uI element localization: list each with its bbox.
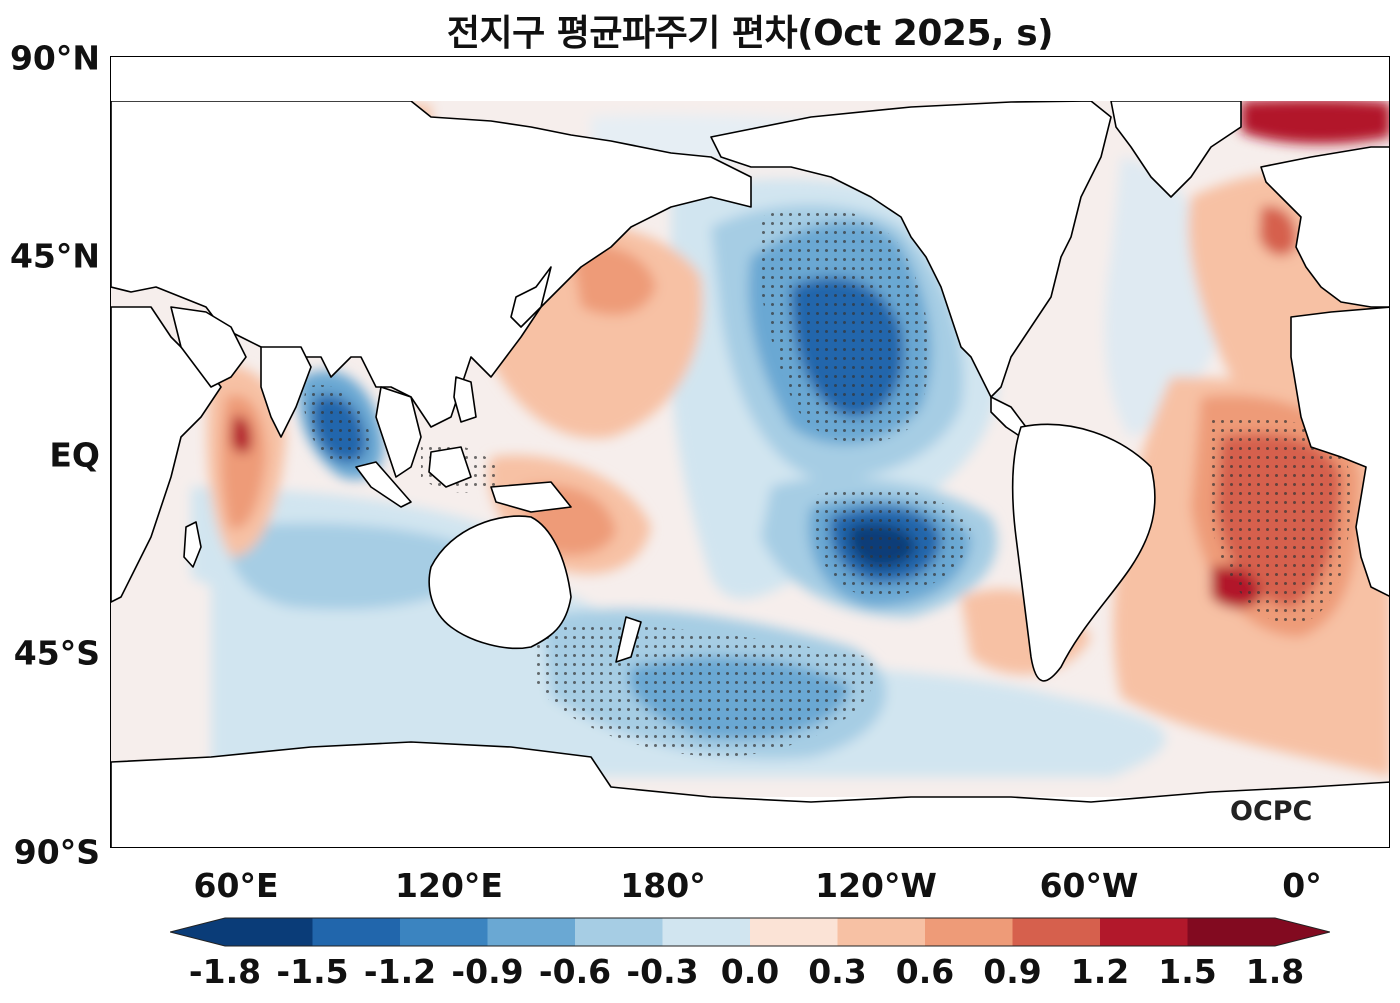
land-new-guinea — [490, 481, 572, 513]
stipple-south-central — [810, 487, 971, 597]
land-madagascar — [183, 521, 202, 568]
anomaly-region-dark-red-ne-atlantic — [1241, 98, 1389, 144]
chart-title: 전지구 평균파주기 편차(Oct 2025, s) — [446, 13, 1054, 54]
colorbar-extend-min — [170, 918, 225, 946]
stipple-satlantic — [1206, 414, 1351, 627]
lon-label-120w: 120°W — [815, 866, 937, 905]
colorbar-tick-label: -1.5 — [276, 952, 349, 991]
colorbar-tick-label: 0.6 — [895, 952, 955, 991]
lat-label-45s: 45°S — [13, 633, 100, 673]
land-india — [260, 346, 312, 438]
colorbar-tick-label: 0.9 — [983, 952, 1042, 991]
colorbar-segment — [1187, 918, 1276, 946]
land-antarctica — [111, 741, 1389, 847]
colorbar-tick-label: 1.5 — [1158, 952, 1217, 991]
arctic-no-data — [111, 57, 1389, 101]
colorbar-tick-label: 1.8 — [1245, 952, 1305, 991]
ocpc-watermark: OCPC — [1230, 796, 1313, 827]
lat-label-90n: 90°N — [9, 38, 100, 78]
stipple-ne-pacific — [758, 207, 930, 444]
anomaly-region-dark-red-iberia — [1259, 206, 1297, 256]
colorbar-segment — [1012, 918, 1101, 946]
lon-label-180: 180° — [620, 866, 706, 905]
anomaly-region-medium-red-nw-pacific — [571, 244, 656, 316]
colorbar-segment — [1100, 918, 1188, 946]
land-australia — [428, 515, 572, 650]
land-sumatra — [355, 461, 412, 508]
colorbar-segment — [225, 918, 313, 946]
colorbar-segment — [750, 918, 838, 946]
land-west-africa — [1290, 306, 1389, 597]
land-eurasia — [111, 100, 752, 428]
colorbar-outline — [170, 917, 1330, 947]
lat-label-eq: EQ — [49, 435, 100, 475]
lat-label-45n: 45°N — [9, 236, 100, 276]
colorbar-segment — [837, 918, 926, 946]
lon-label-0: 0° — [1282, 866, 1322, 905]
colorbar-tick-label: -1.8 — [188, 952, 262, 991]
colorbar-tick-label: 1.2 — [1070, 952, 1130, 991]
colorbar-segment — [312, 918, 401, 946]
map-plot-area — [110, 56, 1390, 848]
colorbar-tick-label: 0.0 — [720, 952, 780, 991]
colorbar-extend-max — [1275, 918, 1330, 946]
lon-label-60w: 60°W — [1039, 866, 1139, 905]
anomaly-region-dark-red-arabian — [231, 416, 252, 454]
colorbar-tick-label: -0.9 — [451, 952, 524, 991]
anomaly-region-light-blue-indian — [228, 523, 491, 610]
colorbar-tick-label: 0.3 — [808, 952, 867, 991]
colorbar-tick-label: -0.3 — [626, 952, 699, 991]
colorbar — [170, 917, 1330, 947]
land-masses — [111, 100, 1389, 847]
colorbar-segment — [925, 918, 1013, 946]
colorbar-segment — [575, 918, 663, 946]
colorbar-segment — [662, 918, 751, 946]
colorbar-segment — [487, 918, 576, 946]
land-south-america — [1011, 423, 1156, 682]
land-arabia — [170, 306, 247, 388]
lat-label-90s: 90°S — [13, 832, 100, 872]
colorbar-tick-label: -1.2 — [363, 952, 437, 991]
land-indochina — [375, 386, 422, 478]
land-borneo — [428, 446, 472, 488]
colorbar-segment — [400, 918, 488, 946]
colorbar-tick-label: -0.6 — [538, 952, 612, 991]
lon-label-120e: 120°E — [395, 866, 503, 905]
land-greenland — [1110, 100, 1242, 198]
stipple-bay-bengal — [304, 385, 371, 465]
land-new-zealand — [615, 616, 642, 663]
land-europe — [1260, 146, 1389, 308]
land-philippines — [453, 376, 477, 423]
map-svg — [111, 57, 1389, 847]
land-japan — [510, 266, 552, 328]
lon-label-60e: 60°E — [193, 866, 279, 905]
